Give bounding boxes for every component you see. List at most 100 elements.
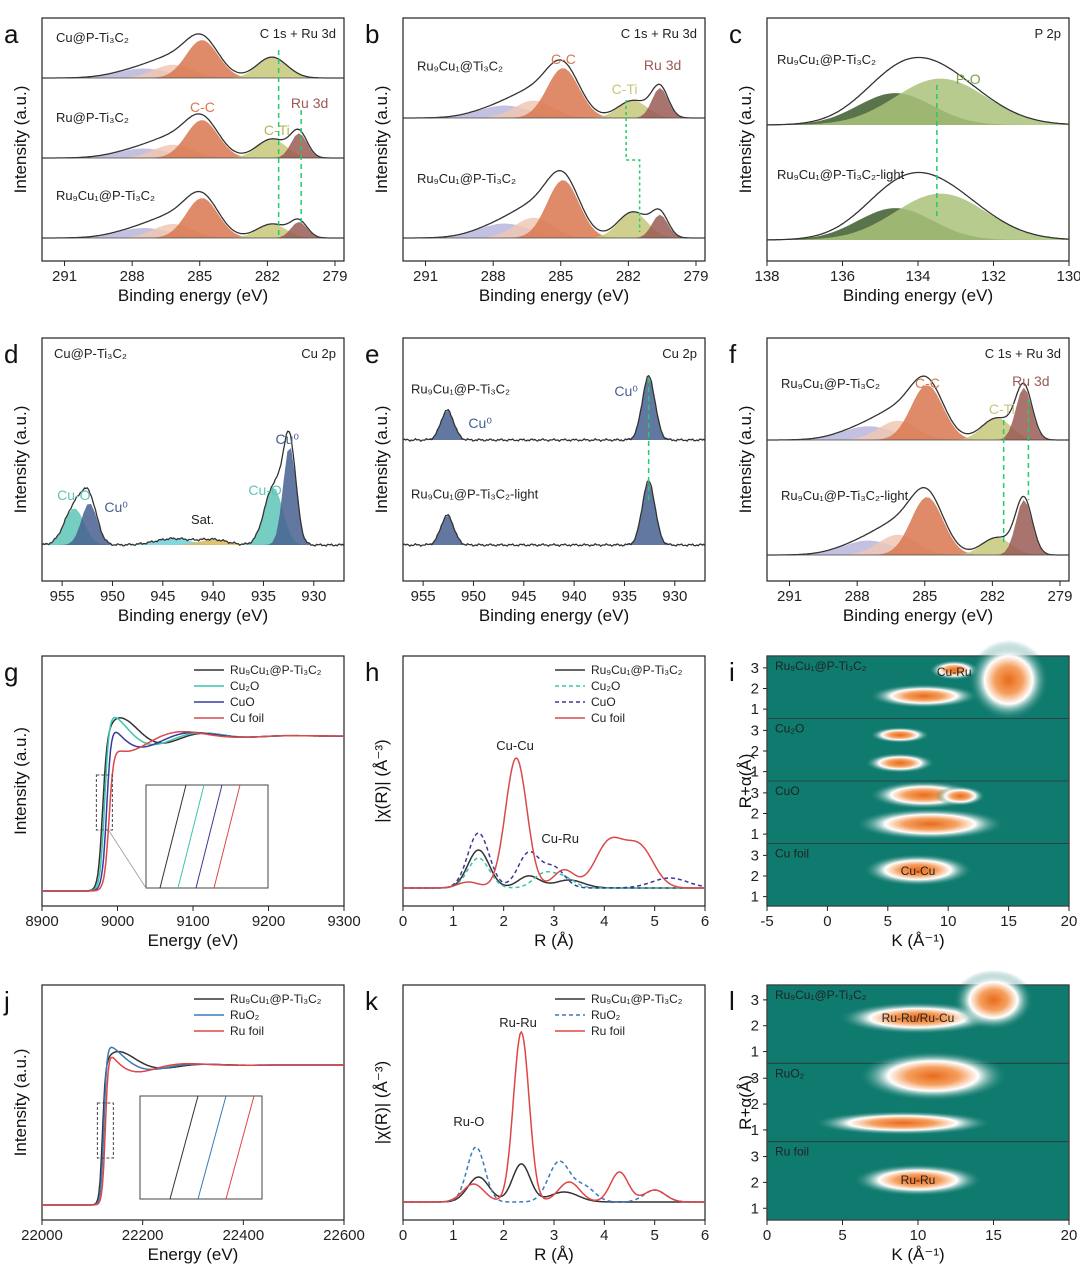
x-tick-label: 935: [251, 588, 276, 605]
c-c-label: C-C: [190, 99, 215, 115]
x-tick-label: 930: [301, 588, 326, 605]
c-ti-label: C-Ti: [989, 401, 1015, 417]
wavelet-intensity-blob: [853, 1164, 983, 1196]
plot-frame: [41, 17, 345, 262]
envelope-fit-line: [403, 59, 705, 119]
x-tick-label: 9000: [101, 913, 134, 930]
y-axis-label: R+α(Å): [736, 754, 755, 809]
x-tick-label: 279: [1047, 588, 1072, 605]
wavelet-intensity-blob: [869, 727, 930, 743]
x-tick-label: 3: [550, 913, 558, 930]
c-c-label: C-C: [915, 375, 940, 391]
panel-i: i-5 0 5 10 15 20K (Å⁻¹)R+α(Å)123 Ru₉Cu₁@P-Ti₃C…: [729, 640, 1077, 950]
x-tick-label: 4: [600, 913, 608, 930]
x-tick-label: 0: [399, 913, 407, 930]
panel-label: k: [365, 986, 379, 1016]
x-tick-label: 8900: [25, 913, 58, 930]
x-tick-label: 10: [940, 913, 957, 930]
p-o-label: P-O: [956, 71, 981, 87]
x-axis-label: Binding energy (eV): [479, 606, 629, 625]
legend-label: Ru foil: [230, 1024, 264, 1038]
wavelet-intensity-blob: [812, 1111, 993, 1135]
wavelet-intensity-blob: [855, 808, 1006, 840]
panel-label: f: [729, 339, 737, 369]
x-tick-label: 291: [777, 588, 802, 605]
x-tick-label: 945: [150, 588, 175, 605]
y-tick-label: 2: [751, 806, 759, 823]
satellite-label: Sat.: [191, 512, 214, 527]
x-tick-label: 0: [763, 1227, 771, 1244]
wavelet-row-label: RuO₂: [775, 1066, 805, 1080]
c-c-label: C-C: [551, 51, 576, 67]
inset-spectrum-line: [213, 784, 241, 889]
wavelet-intensity-blob: [864, 753, 935, 773]
y-tick-label: 1: [751, 701, 759, 718]
x-axis-label: K (Å⁻¹): [891, 931, 944, 950]
x-tick-label: 5: [650, 913, 658, 930]
inset-spectrum-line: [169, 1095, 199, 1200]
x-tick-label: 930: [662, 588, 687, 605]
y-axis-label: Intensity (a.u.): [372, 86, 391, 194]
cu-ru-label: Cu-Ru: [541, 831, 579, 846]
series-label: Ru₉Cu₁@P-Ti₃C₂: [781, 376, 880, 391]
spectrum-region-label: C 1s + Ru 3d: [621, 26, 697, 41]
series-label: Cu@P-Ti₃C₂: [54, 346, 127, 361]
x-tick-label: 10: [910, 1227, 927, 1244]
ft-exafs-line: [403, 849, 705, 889]
x-axis-label: Energy (eV): [148, 931, 239, 950]
wavelet-row-label: Cu₂O: [775, 722, 804, 736]
ru3d-component-peak: [767, 387, 1069, 440]
y-tick-label: 1: [751, 764, 759, 781]
legend-label: Cu foil: [230, 711, 264, 725]
y-tick-label: 2: [751, 1174, 759, 1191]
series-label: Ru₉Cu₁@P-Ti₃C₂: [417, 171, 516, 186]
wavelet-row-label: Cu foil: [775, 847, 809, 861]
wavelet-row-label: Ru₉Cu₁@P-Ti₃C₂: [775, 659, 867, 673]
spectrum-region-label: C 1s + Ru 3d: [985, 346, 1061, 361]
x-tick-label: 282: [980, 588, 1005, 605]
x-tick-label: 282: [255, 268, 280, 285]
c-c-component-peak: [42, 40, 344, 78]
x-tick-label: 0: [399, 1227, 407, 1244]
y-axis-label: Intensity (a.u.): [11, 86, 30, 194]
spectrum-region-label: P 2p: [1034, 26, 1061, 41]
legend-label: Cu₂O: [230, 679, 259, 693]
y-axis-label: Intensity (a.u.): [736, 406, 755, 514]
ru3d-component-peak: [767, 499, 1069, 555]
panel-label: l: [729, 986, 735, 1016]
panel-e: e 955 950 945 940 935 930 Binding energy (eV) In…: [365, 337, 706, 625]
x-tick-label: 15: [985, 1227, 1002, 1244]
zoom-region-box: [96, 1102, 114, 1159]
inset-spectrum-line: [195, 784, 223, 889]
legend-label: Ru₉Cu₁@P-Ti₃C₂: [591, 663, 683, 677]
envelope-fit-line: [403, 169, 705, 239]
x-tick-label: 1: [449, 1227, 457, 1244]
ru-ru-cu-label: Ru-Ru/Ru-Cu: [882, 1011, 955, 1025]
y-tick-label: 2: [751, 1096, 759, 1113]
x-tick-label: 2: [499, 1227, 507, 1244]
y-axis-label: Intensity (a.u.): [11, 1049, 30, 1157]
legend-label: Cu foil: [591, 711, 625, 725]
y-tick-label: 3: [751, 847, 759, 864]
panel-j: j 22000 22200 22400 22600 Energy (eV) Intensit…: [3, 984, 365, 1264]
x-tick-label: 22200: [122, 1227, 164, 1244]
cu-o-label: Cu-O: [57, 487, 91, 503]
x-tick-label: 138: [754, 268, 779, 285]
panel-label: a: [4, 19, 19, 49]
spectrum-region-label: Cu 2p: [662, 346, 697, 361]
wavelet-intensity-blob: [968, 640, 1049, 720]
legend-label: Ru₉Cu₁@P-Ti₃C₂: [230, 663, 322, 677]
cu0-peak: [403, 376, 705, 440]
p-o-component-peak: [767, 193, 1069, 240]
panel-label: d: [4, 339, 18, 369]
y-tick-label: 1: [751, 889, 759, 906]
envelope-fit-line: [42, 33, 344, 79]
x-tick-label: 940: [201, 588, 226, 605]
ft-exafs-line: [403, 757, 705, 889]
y-axis-label: R+α(Å): [736, 1075, 755, 1130]
y-tick-label: 3: [751, 785, 759, 802]
y-axis-label: Intensity (a.u.): [736, 86, 755, 194]
x-tick-label: 9100: [176, 913, 209, 930]
bg-component-peak: [767, 540, 1069, 555]
